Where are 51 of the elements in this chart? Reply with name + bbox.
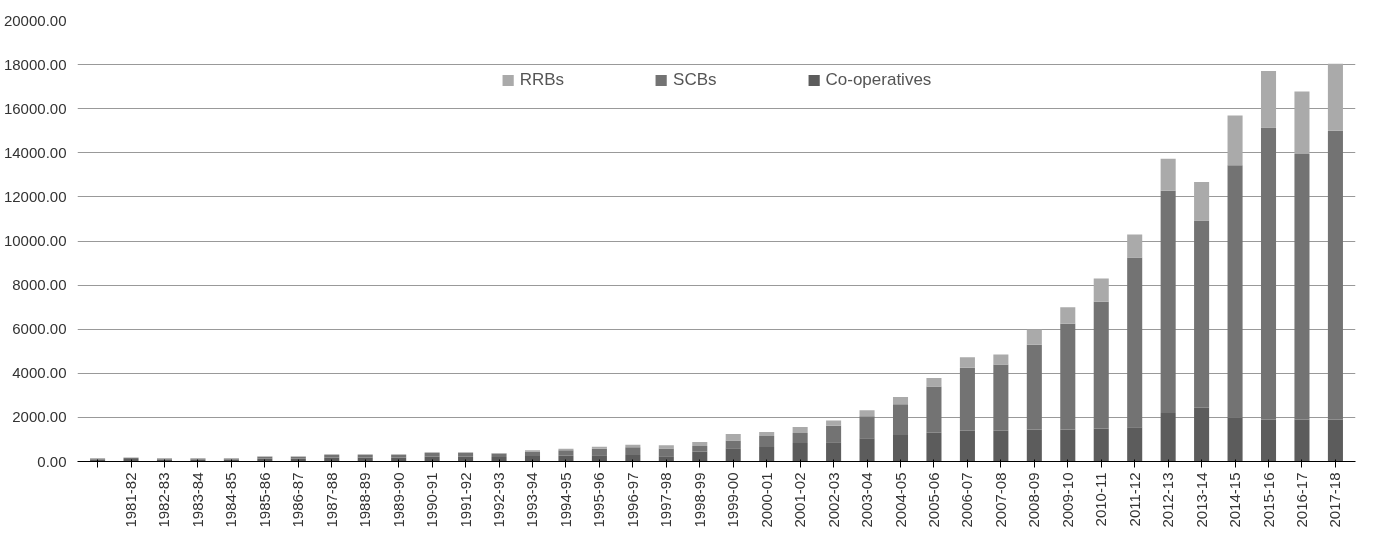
y-tick-label: 12000.00 xyxy=(3,187,67,205)
x-tick-label: 1995-96 xyxy=(590,472,608,528)
y-tick-label: 2000.00 xyxy=(12,408,67,426)
y-tick-label: 18000.00 xyxy=(3,55,67,73)
x-tick-label: 1997-98 xyxy=(657,472,675,528)
x-tick-label: 1987-88 xyxy=(322,472,340,528)
x-tick-label: 1989-90 xyxy=(389,472,407,528)
x-tick-label: 1981-82 xyxy=(122,472,140,528)
x-tick-label: 1982-83 xyxy=(155,472,173,528)
y-tick-label: 20000.00 xyxy=(3,11,67,29)
legend-label: SCBs xyxy=(673,70,717,90)
x-tick-label: 2011-12 xyxy=(1125,472,1143,527)
x-tick-label: 2000-01 xyxy=(757,472,775,528)
legend-label: RRBs xyxy=(519,70,565,90)
legend-label: Co-operatives xyxy=(825,70,932,90)
x-tick-label: 2008-09 xyxy=(1025,472,1043,528)
x-tick-label: 1998-99 xyxy=(690,472,708,528)
x-tick-label: 2016-17 xyxy=(1292,472,1310,528)
y-tick-label: 16000.00 xyxy=(3,99,67,117)
y-tick-label: 4000.00 xyxy=(12,364,67,382)
y-tick-label: 8000.00 xyxy=(12,276,67,294)
y-tick-label: 6000.00 xyxy=(12,320,67,338)
x-tick-label: 1993-94 xyxy=(523,472,541,528)
x-tick-label: 2002-03 xyxy=(824,472,842,528)
x-tick-label: 2012-13 xyxy=(1159,472,1177,528)
x-tick-label: 2010-11 xyxy=(1092,472,1110,527)
y-tick-label: 0.00 xyxy=(37,452,67,470)
x-tick-label: 2007-08 xyxy=(991,472,1009,528)
x-tick-label: 2005-06 xyxy=(924,472,942,528)
x-tick-label: 2009-10 xyxy=(1058,472,1076,528)
x-tick-label: 2004-05 xyxy=(891,472,909,528)
x-tick-label: 1985-86 xyxy=(255,472,273,528)
x-tick-label: 1991-92 xyxy=(456,472,474,528)
x-tick-label: 2014-15 xyxy=(1226,472,1244,528)
x-tick-label: 2001-02 xyxy=(791,472,809,528)
x-tick-label: 1996-97 xyxy=(623,472,641,528)
y-tick-label: 10000.00 xyxy=(3,232,67,249)
x-tick-label: 2006-07 xyxy=(958,472,976,528)
x-tick-label: 1984-85 xyxy=(222,472,240,528)
x-tick-label: 2017-18 xyxy=(1326,472,1344,528)
x-tick-label: 2015-16 xyxy=(1259,472,1277,528)
x-tick-label: 1990-91 xyxy=(423,472,441,528)
x-tick-label: 1992-93 xyxy=(490,472,508,528)
y-tick-label: 14000.00 xyxy=(3,143,67,161)
x-tick-label: 1999-00 xyxy=(724,472,742,528)
x-tick-label: 1983-84 xyxy=(188,472,206,528)
x-tick-label: 1994-95 xyxy=(556,472,574,528)
x-tick-label: 2013-14 xyxy=(1192,472,1210,528)
x-tick-label: 2003-04 xyxy=(858,472,876,528)
x-tick-label: 1986-87 xyxy=(289,472,307,528)
x-tick-label: 1988-89 xyxy=(356,472,374,528)
